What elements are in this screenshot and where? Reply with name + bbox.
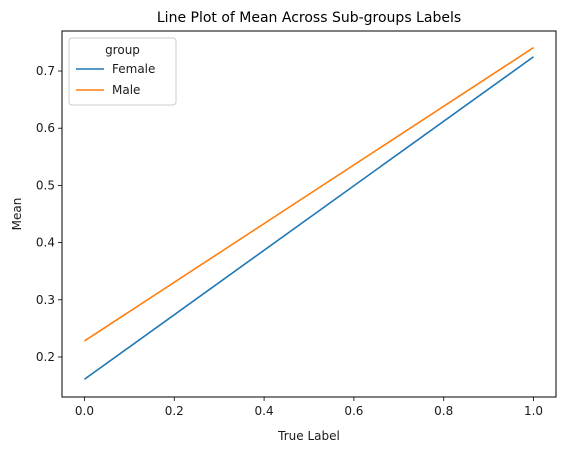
x-tick-label: 1.0 — [524, 404, 543, 418]
y-axis-label: Mean — [10, 198, 24, 231]
plot-area — [83, 46, 535, 380]
y-tick-label: 0.2 — [36, 350, 55, 364]
series-line-male — [84, 46, 534, 342]
y-tick-label: 0.4 — [36, 236, 55, 250]
x-tick-label: 0.4 — [255, 404, 274, 418]
x-tick-label: 0.2 — [165, 404, 184, 418]
x-tick-label: 0.0 — [75, 404, 94, 418]
x-tick-label: 0.6 — [344, 404, 363, 418]
legend-label-male: Male — [112, 83, 140, 97]
legend-title: group — [105, 43, 140, 57]
y-tick-label: 0.3 — [36, 293, 55, 307]
x-tick-label: 0.8 — [434, 404, 453, 418]
chart-title: Line Plot of Mean Across Sub-groups Labe… — [157, 10, 461, 26]
axis-ticks: 0.0 0.2 0.4 0.6 0.8 1.0 0.2 0.3 0.4 0.5 0.6 0.7 — [36, 64, 543, 418]
y-tick-label: 0.6 — [36, 121, 55, 135]
series-line-female — [83, 56, 535, 380]
legend-box — [68, 37, 177, 106]
x-axis-label: True Label — [277, 429, 340, 443]
legend-label-female: Female — [112, 62, 155, 76]
legend: group Female Male — [68, 37, 177, 106]
axes-frame — [61, 30, 557, 398]
y-tick-label: 0.5 — [36, 178, 55, 192]
y-tick-label: 0.7 — [36, 64, 55, 78]
